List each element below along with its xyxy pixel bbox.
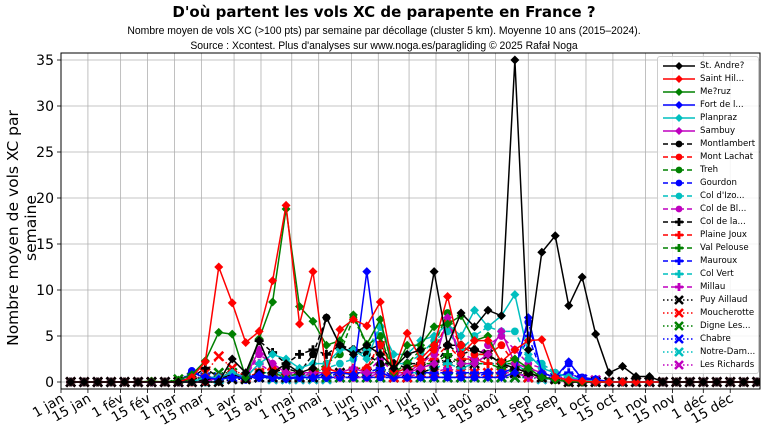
legend-swatch-icon bbox=[663, 360, 695, 370]
legend-item: Me?ruz bbox=[660, 86, 758, 99]
legend-item: Sambuy bbox=[660, 125, 758, 138]
legend-label: Les Richards bbox=[700, 360, 755, 370]
legend-swatch-icon bbox=[663, 166, 695, 174]
y-tick-label: 10 bbox=[36, 283, 54, 299]
legend-label: Moucherotte bbox=[700, 308, 755, 318]
legend-swatch-icon bbox=[663, 347, 695, 357]
legend-item: Digne Les... bbox=[660, 320, 758, 333]
legend-item: Chabre bbox=[660, 333, 758, 346]
legend-label: Col Vert bbox=[700, 269, 734, 279]
legend-label: Treh bbox=[700, 165, 719, 175]
chart-subtitle-line2: Source : Xcontest. Plus d'analyses sur w… bbox=[190, 40, 578, 52]
chart-subtitle-line1: Nombre moyen de vols XC (>100 pts) par s… bbox=[127, 25, 641, 37]
legend-swatch-icon bbox=[663, 283, 695, 291]
legend-item: Col Vert bbox=[660, 268, 758, 281]
legend-item: Gourdon bbox=[660, 177, 758, 190]
legend-label: Saint Hil... bbox=[700, 74, 745, 84]
legend-item: Treh bbox=[660, 164, 758, 177]
legend-item: Col d'Izo... bbox=[660, 190, 758, 203]
legend-item: Planpraz bbox=[660, 112, 758, 125]
legend-label: Fort de l... bbox=[700, 100, 744, 110]
chart-title: D'où partent les vols XC de parapente en… bbox=[172, 3, 596, 21]
legend-label: Chabre bbox=[700, 334, 731, 344]
legend-label: Col de la... bbox=[700, 217, 746, 227]
legend-item: Fort de l... bbox=[660, 99, 758, 112]
legend-item: Les Richards bbox=[660, 359, 758, 372]
legend-swatch-icon bbox=[663, 114, 695, 122]
legend-swatch-icon bbox=[663, 321, 695, 331]
legend-item: Plaine Joux bbox=[660, 229, 758, 242]
legend-item: Millau bbox=[660, 281, 758, 294]
legend-label: Col de Bl... bbox=[700, 204, 747, 214]
legend-swatch-icon bbox=[663, 270, 695, 278]
legend-swatch-icon bbox=[663, 127, 695, 135]
legend-label: Mont Lachat bbox=[700, 152, 754, 162]
legend-swatch-icon bbox=[663, 75, 695, 83]
legend-item: Saint Hil... bbox=[660, 73, 758, 86]
legend-label: Planpraz bbox=[700, 113, 738, 123]
chart-legend: St. Andre? Saint Hil... Me?ruz Fort de l...… bbox=[657, 56, 759, 374]
legend-label: Val Pelouse bbox=[700, 243, 749, 253]
legend-swatch-icon bbox=[663, 101, 695, 109]
legend-item: Notre-Dam... bbox=[660, 346, 758, 359]
y-tick-label: 5 bbox=[45, 329, 54, 345]
legend-item: Mont Lachat bbox=[660, 151, 758, 164]
legend-label: Notre-Dam... bbox=[700, 347, 756, 357]
legend-label: Plaine Joux bbox=[700, 230, 748, 240]
legend-label: Puy Aillaud bbox=[700, 295, 748, 305]
legend-label: Gourdon bbox=[700, 178, 737, 188]
legend-label: Digne Les... bbox=[700, 321, 751, 331]
legend-swatch-icon bbox=[663, 179, 695, 187]
legend-item: Montlambert bbox=[660, 138, 758, 151]
series-st-andre- bbox=[66, 55, 760, 387]
legend-item: Val Pelouse bbox=[660, 242, 758, 255]
legend-item: Col de Bl... bbox=[660, 203, 758, 216]
legend-swatch-icon bbox=[663, 257, 695, 265]
legend-swatch-icon bbox=[663, 218, 695, 226]
legend-swatch-icon bbox=[663, 205, 695, 213]
y-tick-label: 25 bbox=[36, 145, 54, 161]
legend-item: Puy Aillaud bbox=[660, 294, 758, 307]
legend-swatch-icon bbox=[663, 231, 695, 239]
legend-swatch-icon bbox=[663, 88, 695, 96]
legend-swatch-icon bbox=[663, 308, 695, 318]
y-tick-label: 15 bbox=[36, 237, 54, 253]
legend-swatch-icon bbox=[663, 153, 695, 161]
legend-swatch-icon bbox=[663, 62, 695, 70]
legend-swatch-icon bbox=[663, 192, 695, 200]
legend-swatch-icon bbox=[663, 140, 695, 148]
axes-frame bbox=[60, 52, 761, 390]
legend-swatch-icon bbox=[663, 244, 695, 252]
legend-label: Me?ruz bbox=[700, 87, 731, 97]
legend-label: Millau bbox=[700, 282, 726, 292]
legend-item: St. Andre? bbox=[660, 60, 758, 73]
legend-label: Montlambert bbox=[700, 139, 756, 149]
y-tick-label: 20 bbox=[36, 191, 54, 207]
legend-item: Mauroux bbox=[660, 255, 758, 268]
y-tick-label: 35 bbox=[36, 53, 54, 69]
legend-label: Mauroux bbox=[700, 256, 738, 266]
legend-item: Moucherotte bbox=[660, 307, 758, 320]
legend-item: Col de la... bbox=[660, 216, 758, 229]
legend-swatch-icon bbox=[663, 295, 695, 305]
legend-label: Sambuy bbox=[700, 126, 736, 136]
y-tick-label: 0 bbox=[45, 375, 54, 391]
y-tick-label: 30 bbox=[36, 99, 54, 115]
legend-swatch-icon bbox=[663, 334, 695, 344]
legend-label: Col d'Izo... bbox=[700, 191, 745, 201]
legend-label: St. Andre? bbox=[700, 61, 745, 71]
